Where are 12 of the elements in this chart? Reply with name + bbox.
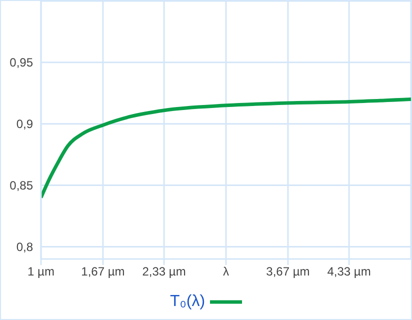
y-tick-label: 0,95 bbox=[10, 56, 34, 70]
y-tick-label: 0,8 bbox=[16, 240, 34, 254]
x-tick-label: 4,33 µm bbox=[327, 264, 371, 279]
legend-label: T₀(λ) bbox=[170, 293, 206, 311]
x-tick-label: 1,67 µm bbox=[81, 264, 125, 279]
y-tick-label: 0,9 bbox=[16, 117, 34, 132]
line-series bbox=[41, 98, 411, 200]
y-tick-label: 0,85 bbox=[10, 178, 34, 193]
x-tick-label: 2,33 µm bbox=[142, 264, 186, 279]
x-tick-label: 1 µm bbox=[28, 264, 54, 279]
x-tick-label: 3,67 µm bbox=[266, 264, 310, 279]
x-tick-label: λ bbox=[223, 264, 229, 279]
